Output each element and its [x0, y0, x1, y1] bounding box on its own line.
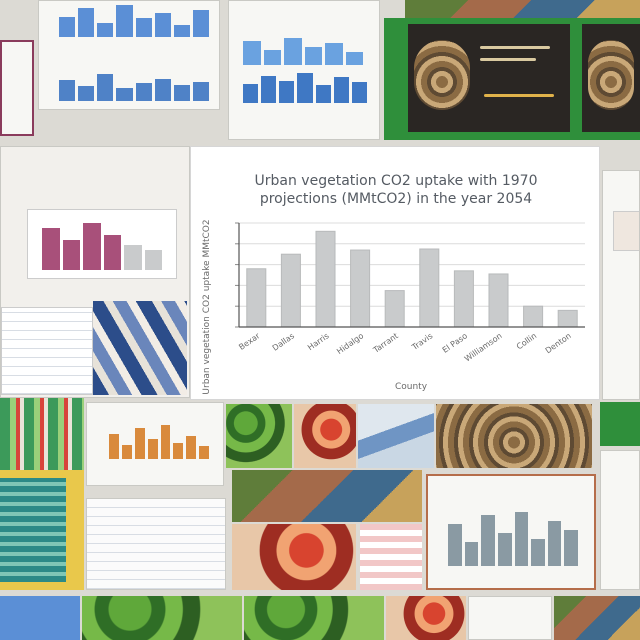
blue-figure-art: [358, 404, 434, 468]
left-large-chart-thumbnail: [0, 146, 190, 398]
specimen-image-2: [588, 40, 634, 110]
chart-x-tick-labels: Bexar Dallas Harris Hidalgo Tarrant Travis El …: [237, 331, 573, 364]
x-tick-label: Harris: [306, 331, 331, 352]
thumbnail-pink-bars-2: [42, 220, 162, 270]
x-axis-title: County: [395, 382, 428, 392]
thumbnail-slate-bars: [448, 506, 578, 566]
green-screen: [0, 478, 66, 582]
bar-hidalgo: [350, 249, 371, 328]
bar-dallas: [280, 253, 301, 328]
thumbnail-bars-blue: [243, 35, 363, 65]
green-leaf-art: [226, 404, 292, 468]
inner-chart-panel: [27, 209, 177, 279]
orange-bar-thumbnail: [86, 402, 224, 486]
red-flower-art: [294, 404, 356, 468]
grid-table-thumbnail: [86, 498, 226, 590]
right-card-panel: [613, 211, 639, 251]
pink-table-thumbnail: [360, 524, 422, 590]
x-tick-label: Hidalgo: [335, 331, 365, 356]
top-center-chart-thumbnail: [228, 0, 380, 140]
slide-text-line: [480, 46, 550, 49]
right-slate-bar-thumbnail: [426, 474, 596, 590]
dark-slide-panel-2: [582, 24, 640, 132]
dark-slide-panel: [408, 24, 570, 132]
bottom-leaf-art: [82, 596, 242, 640]
chart-title-line2: projections (MMtCO2) in the year 2054: [260, 191, 532, 207]
top-left-chart-thumbnail: [38, 0, 220, 110]
x-tick-label: Travis: [410, 331, 435, 352]
bottom-red-art: [386, 596, 466, 640]
x-tick-label: Dallas: [271, 331, 296, 352]
tomato-art: [232, 524, 356, 590]
right-edge-card-lower: [600, 450, 640, 590]
thumbnail-bars-bottom: [59, 71, 209, 101]
left-green-panel: [0, 398, 84, 470]
main-bar-chart: Urban vegetation CO2 uptake with 1970 pr…: [190, 146, 600, 400]
bar-williamson: [488, 273, 509, 328]
x-tick-label: Williamson: [463, 331, 504, 363]
top-right-dark-slide: [384, 18, 574, 140]
brown-texture-art: [436, 404, 592, 468]
bar-collin: [523, 305, 544, 328]
x-tick-label: Bexar: [237, 331, 262, 352]
blue-illustration: [93, 301, 187, 395]
chart-y-axis-ticks: [235, 222, 585, 328]
left-edge-card: [0, 40, 34, 136]
right-edge-card: [602, 170, 640, 400]
yellow-frame-panel: [0, 470, 84, 590]
bar-travis: [419, 248, 440, 328]
bottom-right-art: [554, 596, 640, 640]
top-far-right-slide: [574, 18, 640, 140]
bar-el-paso: [453, 270, 474, 328]
chart-svg: Urban vegetation CO2 uptake with 1970 pr…: [202, 173, 585, 395]
bottom-chart-thumbnail: [468, 596, 552, 640]
chart-title-line1: Urban vegetation CO2 uptake with 1970: [255, 173, 538, 189]
bar-tarrant: [384, 290, 405, 328]
thumbnail-bars-blue-2: [243, 71, 367, 103]
bar-harris: [315, 230, 336, 328]
chart-bars: [246, 230, 578, 328]
x-tick-label: Tarrant: [371, 331, 400, 355]
x-tick-label: Denton: [544, 331, 573, 355]
x-tick-label: Collin: [515, 331, 538, 351]
thumbnail-bars-top: [59, 3, 209, 37]
x-tick-label: El Paso: [441, 331, 469, 355]
slide-plot-line: [484, 94, 554, 97]
y-axis-title: Urban vegetation CO2 uptake MMtCO2: [202, 219, 212, 394]
lower-grid-panel: [1, 307, 93, 395]
specimen-image: [414, 40, 470, 110]
right-green-badge: [600, 402, 640, 446]
top-strip-art: [405, 0, 640, 18]
slide-text-line: [480, 58, 536, 61]
bar-bexar: [246, 268, 267, 328]
collage-art-panel: [232, 470, 422, 522]
thumbnail-orange-bars: [109, 423, 209, 459]
bottom-green-art: [244, 596, 384, 640]
bottom-blue-panel: [0, 596, 80, 640]
bar-denton: [557, 309, 578, 328]
